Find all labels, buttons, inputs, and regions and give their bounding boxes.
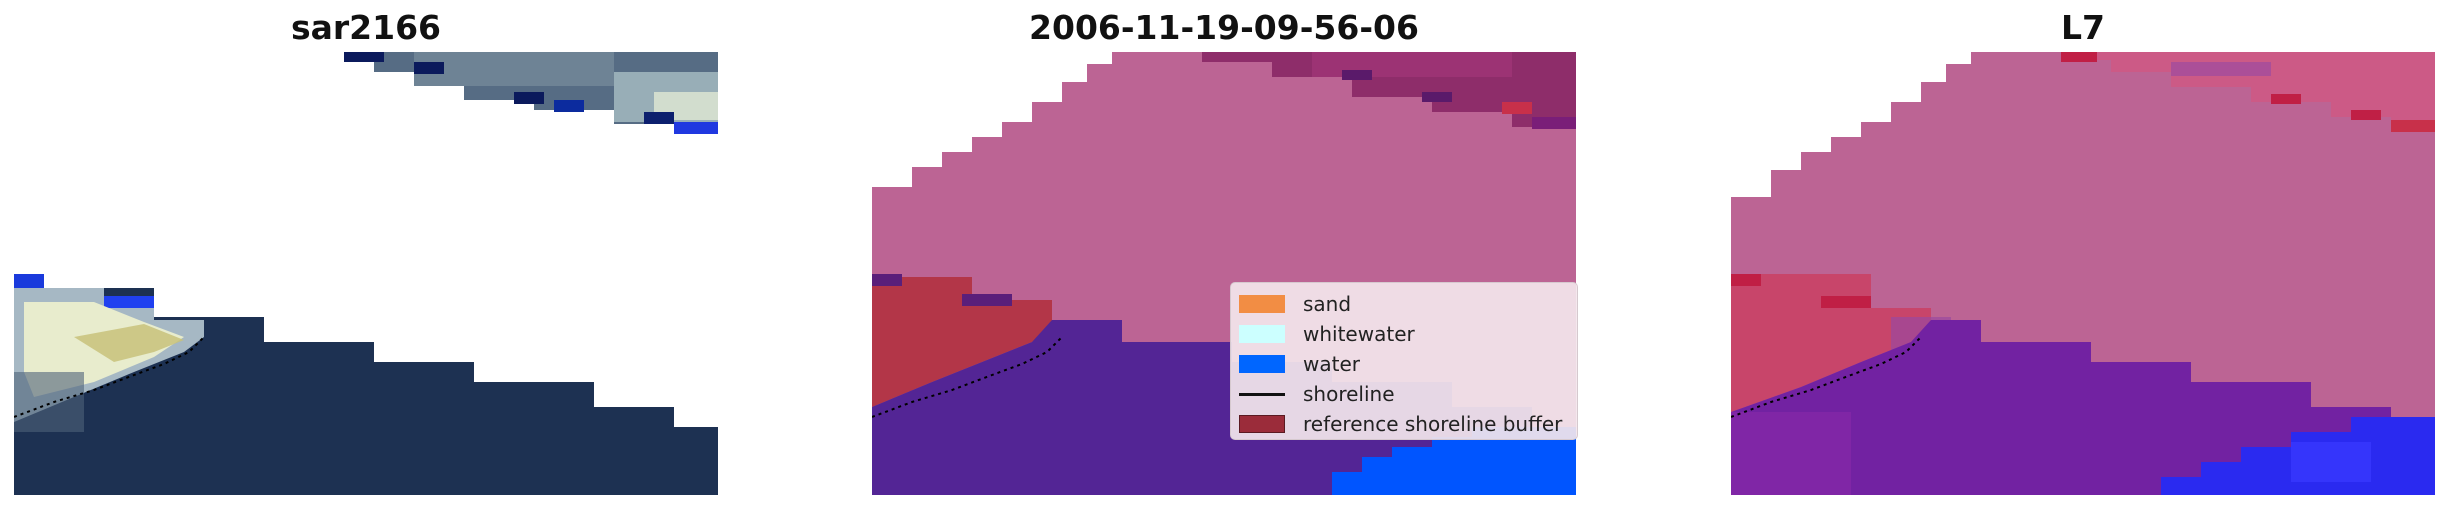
- buffer-swatch: [1239, 415, 1285, 433]
- legend-item-water: water: [1239, 349, 1577, 379]
- panel-title: L7: [2061, 8, 2105, 47]
- legend-label: reference shoreline buffer: [1303, 412, 1563, 436]
- sand-swatch: [1239, 295, 1285, 313]
- panel-l7: L7: [1731, 0, 2435, 508]
- legend-label: shoreline: [1303, 382, 1395, 406]
- panel-classification: 2006-11-19-09-56-06 sand: [872, 0, 1578, 508]
- water-swatch: [1239, 355, 1285, 373]
- satellite-image-rgb: [14, 52, 718, 495]
- legend-item-shoreline: shoreline: [1239, 379, 1577, 409]
- legend-item-whitewater: whitewater: [1239, 319, 1577, 349]
- l7-overlay-image: [1731, 52, 2435, 495]
- legend-label: whitewater: [1303, 322, 1415, 346]
- classification-image: [872, 52, 1576, 495]
- shoreline-line-sample: [1239, 392, 1285, 396]
- legend-label: water: [1303, 352, 1360, 376]
- legend-item-sand: sand: [1239, 289, 1577, 319]
- panel-sar2166: sar2166: [14, 0, 718, 508]
- legend: sand whitewater water shoreline referenc…: [1230, 282, 1578, 440]
- legend-item-reference-shoreline-buffer: reference shoreline buffer: [1239, 409, 1577, 439]
- legend-label: sand: [1303, 292, 1352, 316]
- panel-title: 2006-11-19-09-56-06: [1029, 8, 1419, 47]
- panel-title: sar2166: [290, 8, 442, 47]
- whitewater-swatch: [1239, 325, 1285, 343]
